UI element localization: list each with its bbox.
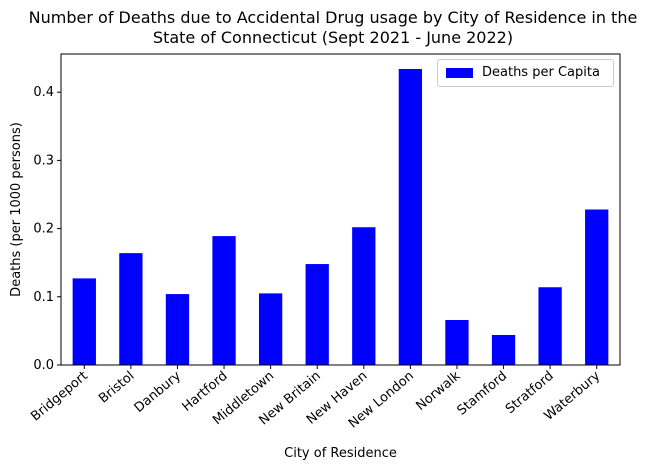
bar-bristol — [119, 253, 143, 365]
y-tick-label: 0.0 — [33, 358, 54, 373]
bar-middletown — [258, 293, 283, 365]
y-tick-label: 0.2 — [33, 222, 54, 237]
x-tick-label: Danbury — [132, 368, 185, 416]
bar-stratford — [538, 287, 562, 365]
bar-stamford — [491, 334, 516, 365]
bar-danbury — [165, 294, 190, 365]
x-axis: Bridgeport BristolDanburyHartfordMiddleto… — [28, 365, 604, 432]
bar-norwalk — [445, 319, 469, 365]
bar-waterbury — [585, 209, 609, 365]
bars-group — [72, 69, 609, 365]
x-tick-label: Stamford — [455, 369, 511, 419]
chart-title-line-1: Number of Deaths due to Accidental Drug … — [28, 8, 638, 27]
bar-bridgeport — [72, 278, 96, 365]
x-axis-label: City of Residence — [284, 446, 397, 461]
legend-label: Deaths per Capita — [482, 65, 600, 80]
x-tick-label: Bridgeport — [28, 369, 91, 425]
y-tick-label: 0.4 — [33, 85, 54, 100]
plot-frame — [60, 53, 621, 366]
legend-swatch — [446, 68, 473, 78]
bar-new-britain — [305, 264, 329, 365]
y-axis: 0.0 0.1 0.2 0.3 0.4 — [33, 85, 61, 373]
legend: Deaths per Capita — [437, 59, 614, 87]
bar-new-haven — [352, 227, 376, 365]
chart-title-line-2: State of Connecticut (Sept 2021 - June 2… — [152, 28, 514, 47]
y-axis-label: Deaths (per 1000 persons) — [9, 122, 24, 297]
x-tick-label: Bristol — [96, 369, 137, 407]
y-tick-label: 0.1 — [33, 290, 54, 305]
y-tick-label: 0.3 — [33, 153, 54, 168]
bar-hartford — [212, 236, 236, 365]
bar-new-london — [398, 69, 423, 365]
